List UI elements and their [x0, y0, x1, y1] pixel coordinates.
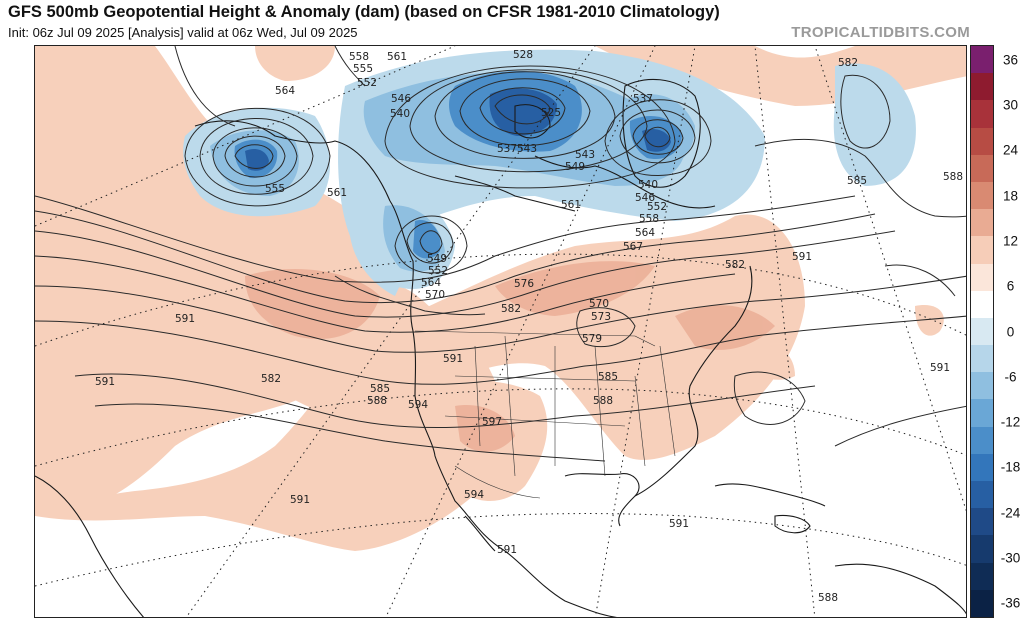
contour-label: 546: [391, 93, 411, 105]
colorbar-tick-label: -30: [1000, 550, 1021, 566]
contour-label: 561: [327, 187, 347, 199]
contour-label: 567: [623, 241, 643, 253]
colorbar-segment: [971, 508, 993, 536]
height-contours: [35, 46, 966, 462]
colorbar-segment: [971, 453, 993, 482]
colorbar-tick-label: 18: [1002, 188, 1019, 204]
colorbar-segment: [971, 345, 993, 373]
colorbar-segment: [971, 399, 993, 428]
contour-label: 561: [561, 199, 581, 211]
contour-label: 591: [95, 376, 115, 388]
colorbar-tick-label: -12: [1000, 414, 1021, 430]
contour-label: 546: [635, 192, 655, 204]
colorbar-segment: [971, 317, 993, 346]
colorbar-tick-label: -24: [1000, 505, 1021, 521]
contour-label: 525: [541, 107, 561, 119]
contour-label: 561: [387, 51, 407, 63]
contour-label: 591: [497, 544, 517, 556]
colorbar-tick-label: -18: [1000, 459, 1021, 475]
contour-label: 591: [443, 353, 463, 365]
contour-label: 564: [275, 85, 295, 97]
colorbar-segment: [971, 426, 993, 455]
colorbar-segment: [971, 127, 993, 156]
contour-label: 543: [575, 149, 595, 161]
map-subtitle: Init: 06z Jul 09 2025 [Analysis] valid a…: [8, 25, 358, 40]
colorbar-segment: [971, 73, 993, 101]
contour-label: 588: [943, 171, 963, 183]
contour-label: 585: [847, 175, 867, 187]
contour-label: 582: [261, 373, 281, 385]
colorbar-tick-label: 0: [1006, 324, 1015, 339]
contour-label: 594: [464, 489, 484, 501]
colorbar-segment: [971, 535, 993, 564]
contour-label: 585: [598, 371, 618, 383]
contour-label: 552: [647, 201, 667, 213]
contour-label: 573: [591, 311, 611, 323]
contour-label: 540: [638, 179, 658, 191]
colorbar-segment: [971, 209, 993, 237]
contour-label: 564: [421, 277, 441, 289]
colorbar-segment: [971, 236, 993, 265]
negative-anomaly-shading: [183, 49, 916, 296]
colorbar-tick-label: 24: [1002, 142, 1019, 158]
contour-labels: 558 555 561 552 564 546 540 528 525 537 …: [95, 49, 963, 604]
anomaly-colorbar: [970, 45, 994, 618]
contour-label: 537: [633, 93, 653, 105]
contour-label: 582: [501, 303, 521, 315]
contour-label: 591: [290, 494, 310, 506]
colorbar-segment: [971, 100, 993, 129]
contour-label: 543: [517, 143, 537, 155]
contour-label: 597: [482, 416, 502, 428]
contour-label: 570: [425, 289, 445, 301]
colorbar-segment: [971, 154, 993, 183]
colorbar-tick-label: 12: [1002, 233, 1019, 249]
colorbar-segment: [971, 481, 993, 509]
contour-label: 594: [408, 399, 428, 411]
contour-label: 582: [838, 57, 858, 69]
contour-label: 585: [370, 383, 390, 395]
colorbar-segment: [971, 46, 993, 74]
colorbar-segment: [971, 372, 993, 400]
contour-label: 588: [818, 592, 838, 604]
contour-label: 579: [582, 333, 602, 345]
contour-label: 558: [349, 51, 369, 63]
contour-label: 552: [428, 265, 448, 277]
colorbar-tick-label: 6: [1006, 278, 1015, 294]
contour-label: 591: [175, 313, 195, 325]
map-canvas: 558 555 561 552 564 546 540 528 525 537 …: [35, 46, 966, 617]
colorbar-tick-label: -6: [1004, 369, 1017, 385]
contour-label: 549: [427, 253, 447, 265]
contour-label: 528: [513, 49, 533, 61]
contour-label: 582: [725, 259, 745, 271]
colorbar-segment: [971, 181, 993, 210]
contour-label: 576: [514, 278, 534, 290]
contour-label: 540: [390, 108, 410, 120]
contour-label: 588: [367, 395, 387, 407]
colorbar-segment: [971, 589, 993, 618]
contour-label: 555: [353, 63, 373, 75]
weather-map: 558 555 561 552 564 546 540 528 525 537 …: [34, 45, 967, 618]
colorbar-segment: [971, 290, 993, 319]
contour-label: 552: [357, 77, 377, 89]
contour-label: 537: [497, 143, 517, 155]
contour-label: 549: [565, 161, 585, 173]
political-borders: [414, 330, 676, 499]
site-credit: TROPICALTIDBITS.COM: [791, 24, 970, 41]
colorbar-tick-label: 30: [1002, 97, 1019, 113]
contour-label: 555: [265, 183, 285, 195]
contour-label: 564: [635, 227, 655, 239]
colorbar-tick-label: 36: [1002, 52, 1019, 68]
contour-label: 591: [930, 362, 950, 374]
contour-label: 591: [669, 518, 689, 530]
contour-label: 591: [792, 251, 812, 263]
colorbar-segment: [971, 562, 993, 591]
colorbar-segment: [971, 263, 993, 292]
colorbar-tick-label: -36: [1000, 595, 1021, 611]
contour-label: 570: [589, 298, 609, 310]
moderate-positive-anomaly: [245, 261, 775, 452]
contour-label: 558: [639, 213, 659, 225]
map-title: GFS 500mb Geopotential Height & Anomaly …: [8, 3, 720, 21]
contour-label: 588: [593, 395, 613, 407]
coastlines: [35, 78, 966, 617]
